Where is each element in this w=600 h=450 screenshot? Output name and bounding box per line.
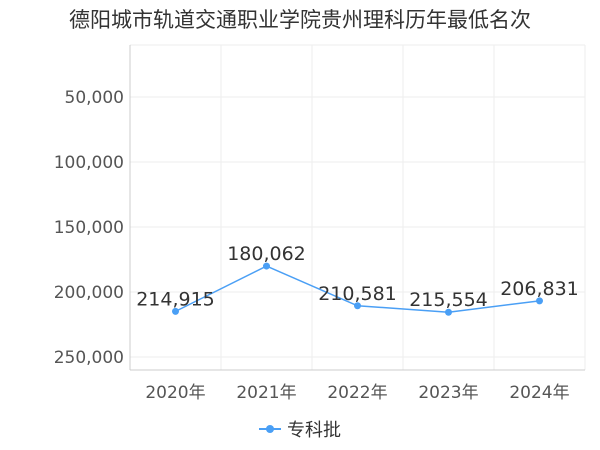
y-tick-label: 100,000 bbox=[54, 153, 124, 173]
y-tick-label: 200,000 bbox=[54, 283, 124, 303]
chart-title: 德阳城市轨道交通职业学院贵州理科历年最低名次 bbox=[69, 8, 531, 32]
x-tick-label: 2024年 bbox=[509, 383, 569, 403]
legend-marker bbox=[259, 423, 281, 435]
data-point bbox=[172, 307, 179, 315]
x-tick-label: 2023年 bbox=[418, 383, 478, 403]
data-point bbox=[263, 262, 270, 270]
data-label: 215,554 bbox=[409, 289, 488, 311]
data-point bbox=[445, 308, 452, 316]
data-point bbox=[536, 297, 543, 305]
data-label: 206,831 bbox=[500, 278, 579, 300]
y-tick-label: 250,000 bbox=[54, 348, 124, 368]
x-tick-label: 2021年 bbox=[236, 383, 296, 403]
data-label: 180,062 bbox=[227, 243, 306, 265]
x-tick-label: 2020年 bbox=[145, 383, 205, 403]
x-tick-label: 2022年 bbox=[327, 383, 387, 403]
data-label: 214,915 bbox=[136, 288, 215, 310]
y-tick-label: 150,000 bbox=[54, 218, 124, 238]
legend[interactable]: 专科批 bbox=[0, 416, 600, 442]
legend-label: 专科批 bbox=[287, 420, 341, 441]
y-tick-label: 50,000 bbox=[65, 88, 124, 108]
data-point bbox=[354, 302, 361, 310]
data-label: 210,581 bbox=[318, 283, 397, 305]
